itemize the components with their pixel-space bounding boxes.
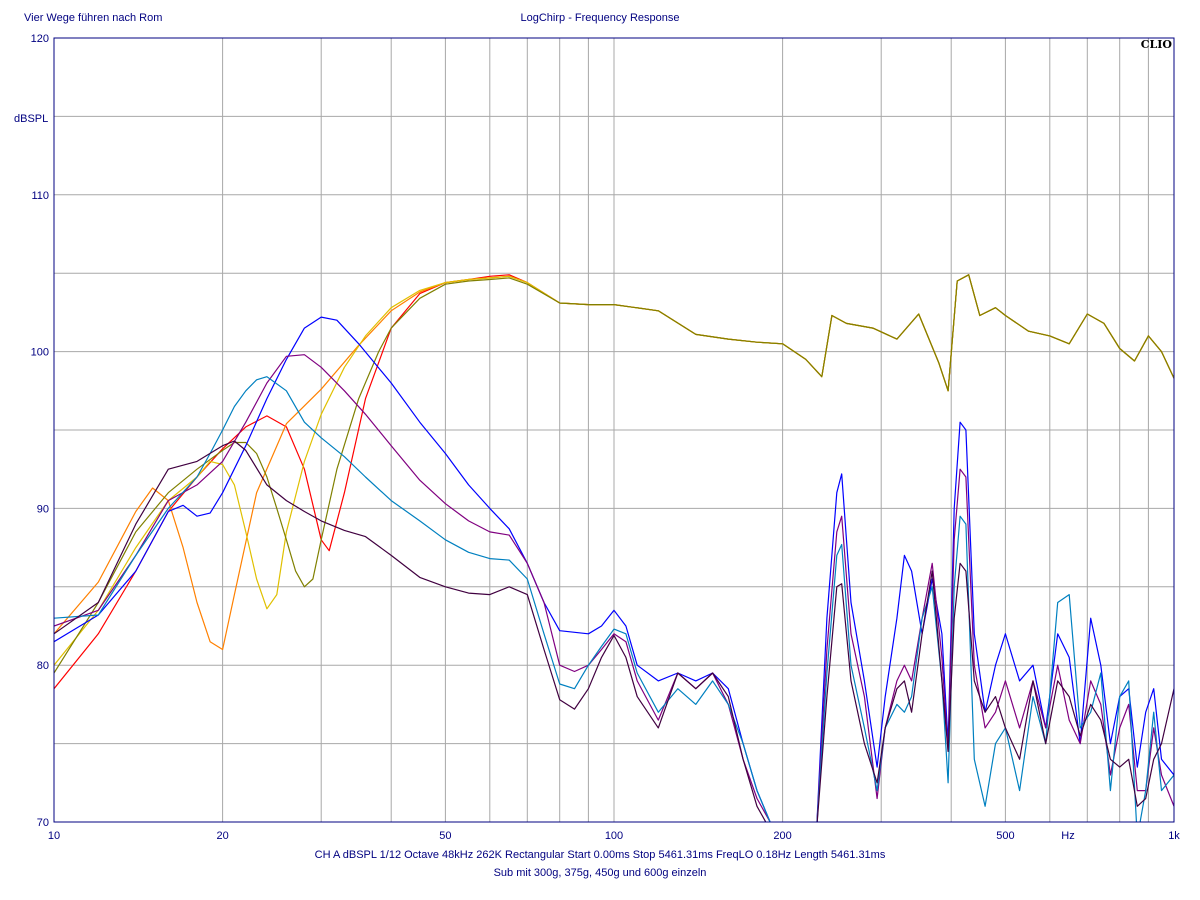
- x-tick-label: 1k: [1168, 830, 1180, 842]
- x-tick-label: 50: [439, 830, 451, 842]
- x-axis-unit-label: Hz: [1061, 830, 1074, 842]
- y-tick-labels: 70 80 90 100 110 120: [31, 33, 49, 829]
- x-tick-label: 200: [773, 830, 791, 842]
- y-tick-label: 120: [31, 33, 49, 45]
- series-group: [54, 274, 1174, 822]
- measurement-settings: CH A dBSPL 1/12 Octave 48kHz 262K Rectan…: [314, 849, 886, 861]
- y-tick-label: 110: [31, 190, 49, 202]
- x-tick-labels: 10 20 50 100 200 500 1k: [48, 830, 1180, 842]
- chart-title: LogChirp - Frequency Response: [520, 12, 680, 24]
- measurement-description: Sub mit 300g, 375g, 450g und 600g einzel…: [493, 867, 707, 879]
- clio-logo: CLIO: [1141, 38, 1173, 51]
- x-tick-label: 500: [996, 830, 1014, 842]
- series-layer: [54, 274, 1174, 822]
- y-tick-label: 90: [37, 503, 49, 515]
- x-tick-label: 10: [48, 830, 60, 842]
- x-tick-label: 100: [605, 830, 623, 842]
- graph-caption: Vier Wege führen nach Rom: [24, 12, 163, 24]
- y-axis-unit-label: dBSPL: [14, 113, 48, 125]
- series-line-8: [54, 440, 1174, 822]
- series-line-7: [54, 376, 1174, 822]
- x-tick-label: 20: [216, 830, 228, 842]
- y-tick-label: 70: [37, 817, 49, 829]
- series-line-6: [54, 354, 1174, 822]
- series-line-4: [54, 274, 1174, 674]
- y-tick-label: 100: [31, 347, 49, 359]
- plot-frame: [53, 37, 1175, 823]
- y-tick-label: 80: [37, 660, 49, 672]
- series-line-5: [54, 316, 1174, 822]
